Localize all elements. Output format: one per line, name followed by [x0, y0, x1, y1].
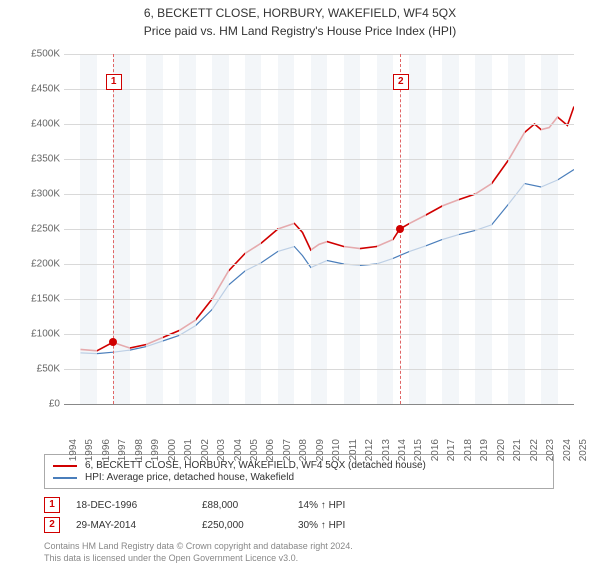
- grid-line: [64, 334, 574, 335]
- x-tick-label: 2021: [512, 439, 523, 471]
- x-tick-label: 2002: [200, 439, 211, 471]
- grid-line: [64, 264, 574, 265]
- y-tick-label: £350K: [20, 154, 60, 165]
- x-tick-label: 2014: [397, 439, 408, 471]
- footnote-line: Contains HM Land Registry data © Crown c…: [44, 541, 554, 553]
- x-tick-label: 2005: [249, 439, 260, 471]
- x-tick-label: 2013: [381, 439, 392, 471]
- x-tick-label: 2023: [545, 439, 556, 471]
- y-tick-label: £150K: [20, 294, 60, 305]
- grid-line: [64, 194, 574, 195]
- footnote: Contains HM Land Registry data © Crown c…: [44, 541, 554, 564]
- y-tick-label: £0: [20, 399, 60, 410]
- sale-row: 1 18-DEC-1996 £88,000 14% ↑ HPI: [44, 495, 554, 515]
- x-tick-label: 1997: [117, 439, 128, 471]
- x-tick-label: 2020: [496, 439, 507, 471]
- sale-row-marker: 2: [44, 517, 60, 533]
- grid-line: [64, 159, 574, 160]
- x-tick-label: 2025: [578, 439, 589, 471]
- sale-marker-dot: [396, 225, 404, 233]
- sale-date: 29-MAY-2014: [76, 520, 186, 531]
- x-tick-label: 2003: [216, 439, 227, 471]
- x-tick-label: 1995: [84, 439, 95, 471]
- x-tick-label: 2000: [167, 439, 178, 471]
- x-tick-label: 2006: [265, 439, 276, 471]
- legend-swatch: [53, 477, 77, 479]
- y-tick-label: £250K: [20, 224, 60, 235]
- x-tick-label: 1998: [134, 439, 145, 471]
- x-tick-label: 2015: [413, 439, 424, 471]
- grid-line: [64, 89, 574, 90]
- y-tick-label: £400K: [20, 119, 60, 130]
- page-subtitle: Price paid vs. HM Land Registry's House …: [0, 24, 600, 38]
- grid-line: [64, 229, 574, 230]
- x-tick-label: 2001: [183, 439, 194, 471]
- x-tick-label: 2004: [233, 439, 244, 471]
- legend-row: HPI: Average price, detached house, Wake…: [53, 472, 545, 483]
- chart-container: £0 £50K £100K £150K £200K £250K £300K £350K £400…: [20, 48, 580, 448]
- x-tick-label: 2008: [298, 439, 309, 471]
- sale-marker-dot: [109, 338, 117, 346]
- sale-pct: 14% ↑ HPI: [298, 500, 388, 511]
- y-tick-label: £300K: [20, 189, 60, 200]
- sale-price: £250,000: [202, 520, 282, 531]
- sale-date: 18-DEC-1996: [76, 500, 186, 511]
- x-tick-label: 1999: [150, 439, 161, 471]
- grid-line: [64, 124, 574, 125]
- sale-marker-line: [113, 54, 114, 404]
- sale-marker-box: 2: [393, 74, 409, 90]
- grid-line: [64, 54, 574, 55]
- x-tick-label: 2012: [364, 439, 375, 471]
- sale-row: 2 29-MAY-2014 £250,000 30% ↑ HPI: [44, 515, 554, 535]
- x-tick-label: 2010: [331, 439, 342, 471]
- x-tick-label: 1994: [68, 439, 79, 471]
- sale-price: £88,000: [202, 500, 282, 511]
- y-tick-label: £200K: [20, 259, 60, 270]
- page-title: 6, BECKETT CLOSE, HORBURY, WAKEFIELD, WF…: [0, 6, 600, 20]
- sales-table: 1 18-DEC-1996 £88,000 14% ↑ HPI 2 29-MAY-2014…: [44, 495, 554, 535]
- y-tick-label: £450K: [20, 84, 60, 95]
- y-tick-label: £500K: [20, 49, 60, 60]
- footnote-line: This data is licensed under the Open Gov…: [44, 553, 554, 565]
- x-tick-label: 2007: [282, 439, 293, 471]
- x-tick-label: 1996: [101, 439, 112, 471]
- y-tick-label: £100K: [20, 329, 60, 340]
- x-tick-label: 2009: [315, 439, 326, 471]
- sale-row-marker: 1: [44, 497, 60, 513]
- x-tick-label: 2011: [348, 439, 359, 471]
- legend-label: HPI: Average price, detached house, Wake…: [85, 472, 294, 483]
- sale-marker-box: 1: [106, 74, 122, 90]
- x-tick-label: 2018: [463, 439, 474, 471]
- grid-line: [64, 369, 574, 370]
- x-tick-label: 2022: [529, 439, 540, 471]
- x-tick-label: 2017: [446, 439, 457, 471]
- x-tick-label: 2024: [562, 439, 573, 471]
- x-tick-label: 2016: [430, 439, 441, 471]
- grid-line: [64, 299, 574, 300]
- x-tick-label: 2019: [479, 439, 490, 471]
- y-tick-label: £50K: [20, 364, 60, 375]
- sale-pct: 30% ↑ HPI: [298, 520, 388, 531]
- plot-area: 12: [64, 54, 574, 405]
